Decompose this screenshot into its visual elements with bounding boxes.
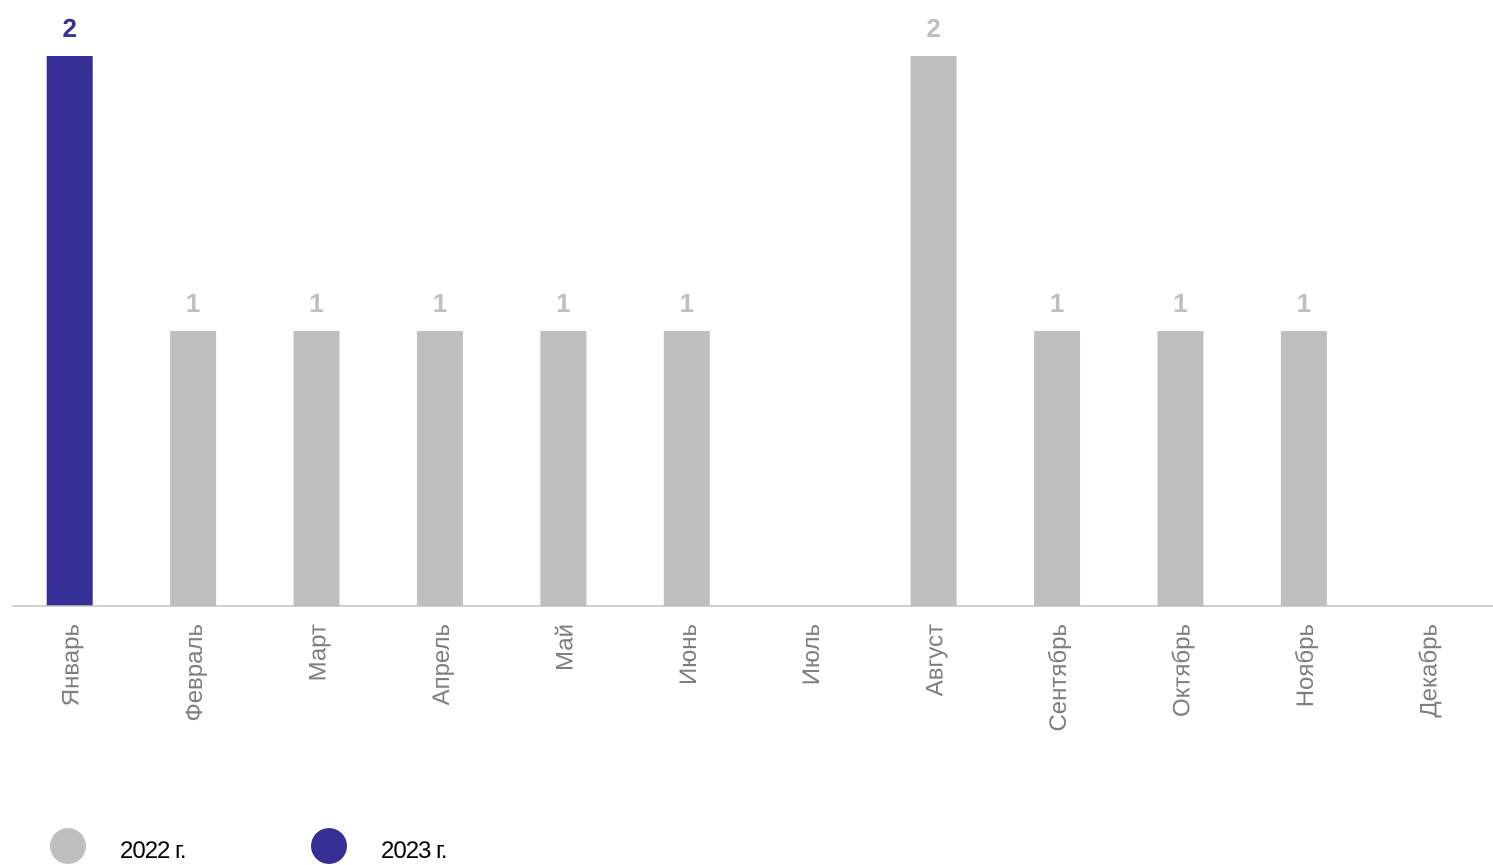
data-label-2022-2: 1 [309, 288, 323, 318]
x-tick-label-0: Январь [58, 624, 85, 706]
legend-label-2023: 2023 г. [381, 837, 448, 864]
data-label-2022-1: 1 [186, 288, 200, 318]
bars-group [46, 56, 1327, 606]
data-label-2022-3: 1 [433, 288, 447, 318]
legend-swatch-2022 [50, 828, 86, 864]
x-tick-label-8: Сентябрь [1045, 624, 1072, 732]
data-label-2022-8: 1 [1050, 288, 1064, 318]
data-label-2023-0: 2 [62, 13, 76, 43]
bar-chart: 2 1 1 1 1 1 2 1 1 1 Январь Февраль Март Апрель Май Июн… [12, 13, 1493, 732]
bar-2022-2 [293, 331, 340, 606]
data-label-2022-4: 1 [556, 288, 570, 318]
bar-2023-0 [46, 56, 93, 606]
bar-2022-8 [1034, 331, 1081, 606]
x-tick-label-7: Август [922, 624, 949, 696]
x-tick-label-6: Июль [798, 624, 825, 685]
x-tick-label-3: Апрель [428, 624, 455, 705]
x-tick-label-9: Октябрь [1168, 624, 1195, 717]
data-label-2022-7: 2 [926, 13, 940, 43]
legend-label-2022: 2022 г. [120, 837, 187, 864]
x-tick-label-11: Декабрь [1415, 624, 1442, 718]
data-labels-group: 2 1 1 1 1 1 2 1 1 1 [62, 13, 1311, 318]
legend-swatch-2023 [311, 828, 347, 864]
x-tick-label-1: Февраль [181, 624, 208, 722]
bar-2022-3 [416, 331, 463, 606]
data-label-2022-5: 1 [680, 288, 694, 318]
x-tick-label-4: Май [551, 624, 578, 671]
legend: 2022 г. 2023 г. [0, 820, 1493, 864]
data-label-2022-9: 1 [1173, 288, 1187, 318]
x-tick-labels-group: Январь Февраль Март Апрель Май Июнь Июль Август… [58, 624, 1443, 732]
bar-2022-9 [1157, 331, 1204, 606]
x-tick-label-2: Март [305, 624, 332, 681]
bar-2022-5 [663, 331, 710, 606]
bar-2022-4 [540, 331, 587, 606]
bar-2022-10 [1280, 331, 1327, 606]
data-label-2022-10: 1 [1297, 288, 1311, 318]
x-tick-label-5: Июнь [675, 624, 702, 685]
x-tick-label-10: Ноябрь [1292, 624, 1319, 707]
bar-2022-7 [910, 56, 957, 606]
bar-2022-1 [170, 331, 217, 606]
